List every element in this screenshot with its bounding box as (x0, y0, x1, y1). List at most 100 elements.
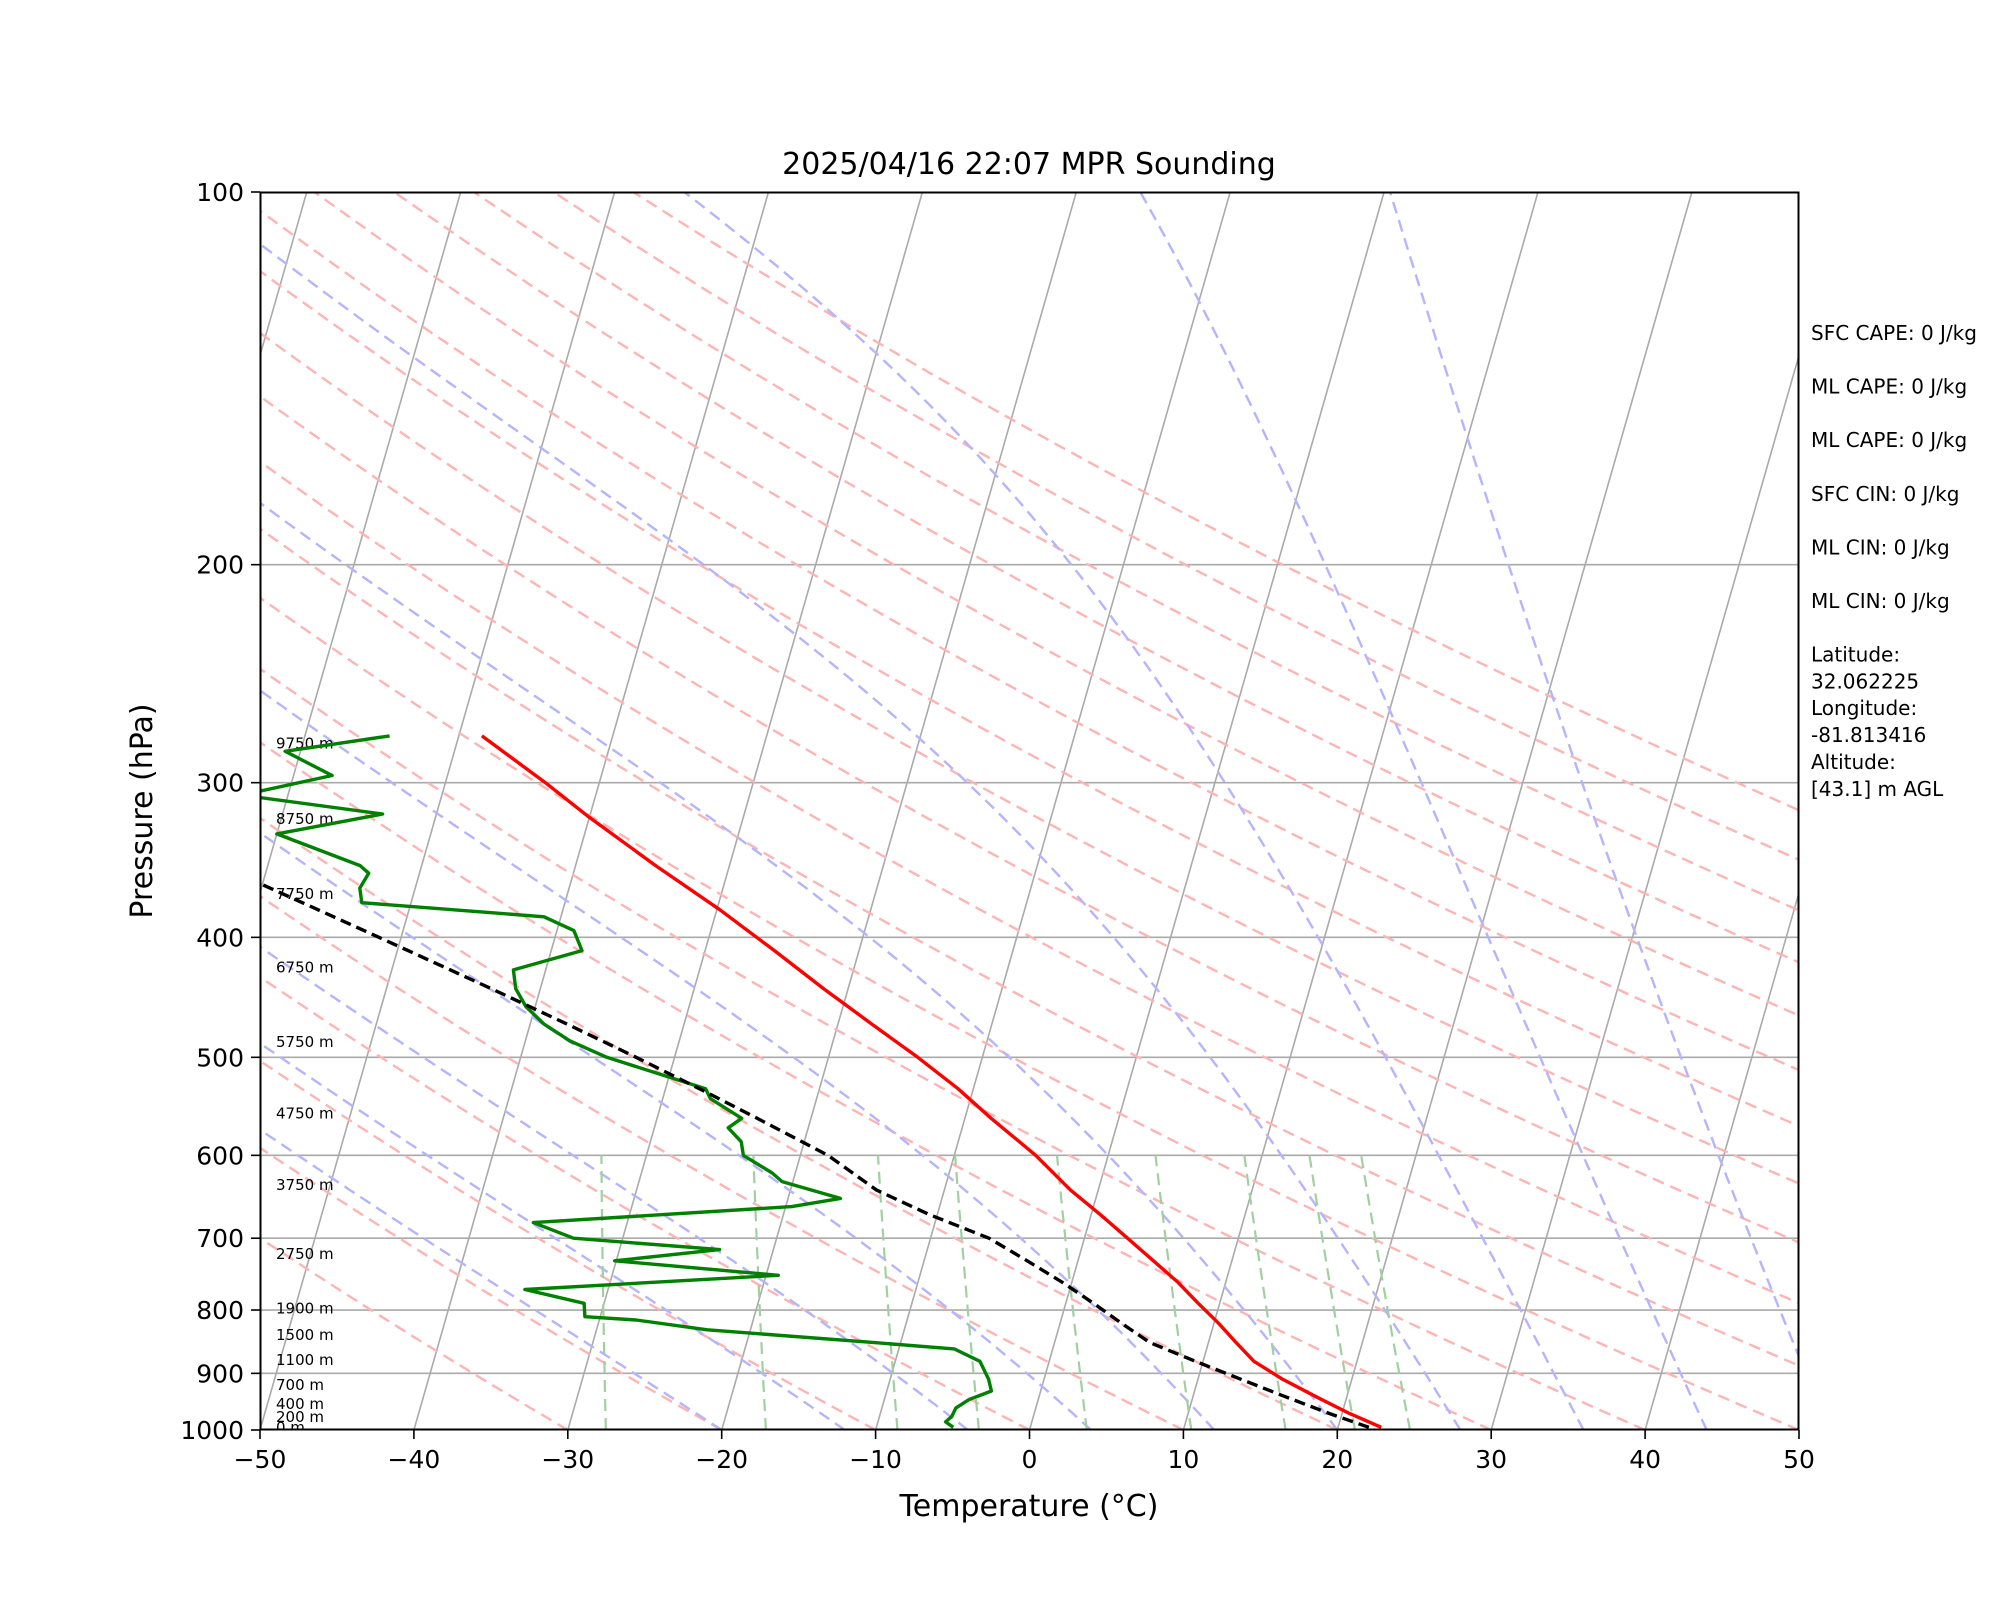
annotation-text: ML CIN: 0 J/kg (1811, 535, 1950, 559)
isotherm-line (1182, 192, 1539, 1430)
height-label: 400 m (276, 1395, 324, 1413)
y-tick-label: 500 (196, 1043, 244, 1072)
height-label: 200 m (276, 1408, 324, 1426)
mixing-ratio-line (1360, 1155, 1412, 1430)
moist-adiabat (260, 242, 1462, 1430)
dry-adiabat (260, 527, 1799, 1367)
isotherm-line (413, 192, 770, 1430)
height-label: 1500 m (276, 1326, 334, 1344)
y-axis: 1000 900 800 700 600 500 400 300 200 100 (180, 178, 260, 1445)
dry-adiabat (393, 192, 1799, 964)
annotation-text: SFC CAPE: 0 J/kg (1811, 321, 1977, 345)
y-tick-label: 700 (196, 1224, 244, 1253)
isotherm-line (1490, 352, 1799, 1430)
x-tick-label: −30 (541, 1445, 594, 1474)
profile-lines (260, 734, 1382, 1429)
dry-adiabat (260, 209, 1799, 1072)
moist-adiabat (260, 501, 1339, 1430)
annotation-text: SFC CIN: 0 J/kg (1811, 482, 1959, 506)
mixing-ratio-line (1154, 1155, 1193, 1430)
annotation-text: -81.813416 (1811, 723, 1926, 747)
y-axis-label: Pressure (hPa) (125, 703, 160, 918)
y-tick-label: 600 (196, 1141, 244, 1170)
dry-adiabat (632, 192, 1799, 812)
dry-adiabat (260, 667, 1646, 1430)
y-tick-label: 800 (196, 1296, 244, 1325)
y-tick-label: 300 (196, 769, 244, 798)
isotherm-line (260, 192, 462, 896)
height-label: 3750 m (276, 1176, 334, 1194)
temperature-line (480, 734, 1382, 1429)
height-label: 0 m (276, 1418, 305, 1436)
isotherm-line (1644, 889, 1799, 1430)
x-tick-label: 20 (1321, 1445, 1353, 1474)
dry-adiabat (260, 394, 1799, 1244)
height-label: 1100 m (276, 1351, 334, 1369)
height-label: 8750 m (276, 810, 334, 828)
annotation-text: [43.1] m AGL (1811, 777, 1944, 801)
x-tick-label: 40 (1629, 1445, 1661, 1474)
moist-adiabat (683, 192, 1585, 1430)
x-tick-label: 50 (1783, 1445, 1815, 1474)
moist-adiabat (260, 1128, 723, 1430)
moist-adiabat (1139, 192, 1708, 1430)
x-tick-label: 10 (1167, 1445, 1199, 1474)
y-tick-label: 400 (196, 923, 244, 952)
x-axis-label: Temperature (°C) (899, 1489, 1159, 1524)
annotation-text: Longitude: (1811, 696, 1917, 720)
moist-adiabat (1388, 192, 1799, 1360)
moist-adiabat (260, 831, 1092, 1430)
dry-adiabat (313, 192, 1799, 1017)
isotherm-line (874, 192, 1231, 1430)
mixing-ratio-line (600, 1155, 607, 1430)
annotation-text: ML CIN: 0 J/kg (1811, 589, 1950, 613)
height-label: 700 m (276, 1376, 324, 1394)
x-tick-label: −20 (695, 1445, 748, 1474)
height-label: 7750 m (276, 885, 334, 903)
plot-frame (259, 191, 1800, 1431)
isotherm-line (1336, 192, 1693, 1430)
moist-adiabat (260, 688, 1216, 1430)
isotherm-line (1028, 192, 1385, 1430)
dewpoint-line (260, 734, 994, 1429)
x-tick-label: −10 (849, 1445, 902, 1474)
height-label: 2750 m (276, 1245, 334, 1263)
y-tick-label: 200 (196, 551, 244, 580)
isotherm-line (260, 192, 616, 1430)
dry-adiabat (260, 894, 1184, 1430)
moist-adiabat (260, 1041, 846, 1430)
x-tick-label: 30 (1475, 1445, 1507, 1474)
height-label: 5750 m (276, 1033, 334, 1051)
mixing-ratio-line (752, 1155, 767, 1430)
mixing-ratio-line (876, 1155, 899, 1430)
dry-adiabat (260, 1146, 723, 1430)
annotation-text: ML CAPE: 0 J/kg (1811, 428, 1967, 452)
x-tick-label: −50 (234, 1445, 287, 1474)
annotation-text: ML CAPE: 0 J/kg (1811, 375, 1967, 399)
annotation-text: Altitude: (1811, 750, 1896, 774)
annotation-text: Latitude: (1811, 643, 1900, 667)
dry-adiabat (260, 460, 1799, 1305)
x-tick-label: −40 (388, 1445, 441, 1474)
y-tick-label: 900 (196, 1359, 244, 1388)
isotherm-line (567, 192, 924, 1430)
parcel-line (260, 881, 1370, 1429)
isotherm-line (720, 192, 1078, 1430)
reference-lines (260, 192, 1799, 1430)
x-axis: −50 −40 −30 −20 −10 0 10 20 30 40 50 (234, 1430, 1815, 1474)
height-label: 6750 m (276, 958, 334, 976)
dry-adiabat (552, 192, 1799, 862)
dry-adiabat (260, 596, 1799, 1430)
height-label: 9750 m (276, 735, 334, 753)
mixing-ratio-line (1308, 1155, 1356, 1430)
mixing-ratio-line (954, 1155, 980, 1430)
chart-title: 2025/04/16 22:07 MPR Sounding (782, 147, 1276, 182)
sounding-annotations: SFC CAPE: 0 J/kg ML CAPE: 0 J/kg ML CAPE: … (1811, 321, 1977, 801)
dry-adiabat (260, 816, 1338, 1430)
dry-adiabat (260, 975, 1031, 1430)
height-label: 4750 m (276, 1104, 334, 1122)
mixing-ratio-line (1243, 1155, 1287, 1430)
